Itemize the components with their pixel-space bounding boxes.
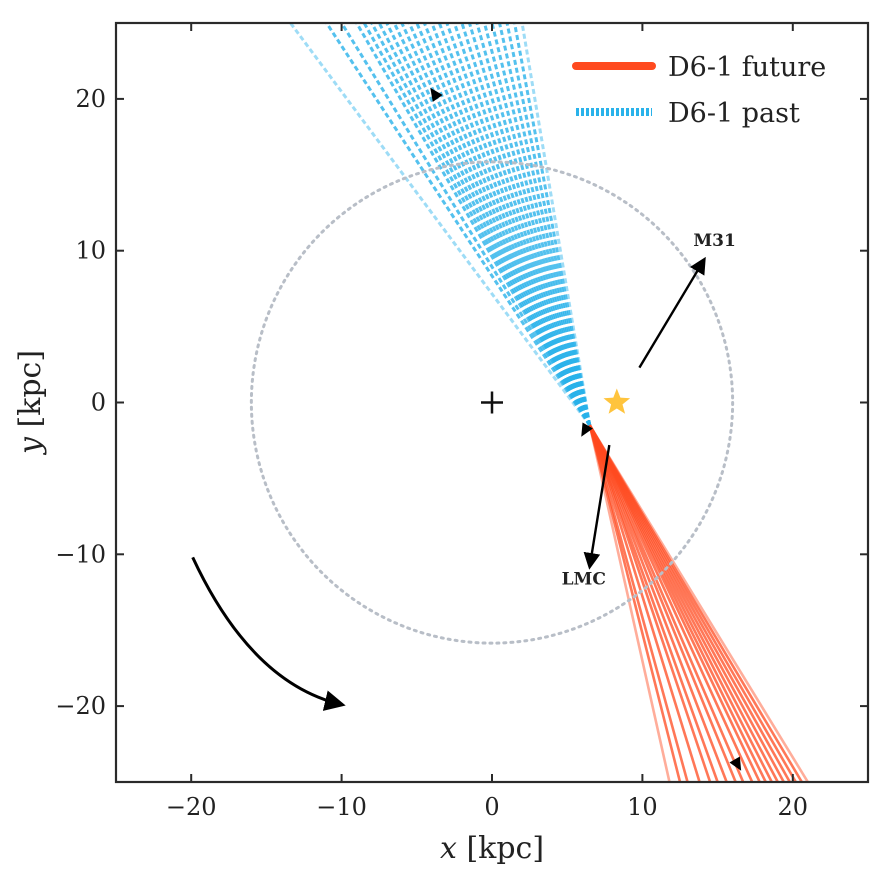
future-orbit-line	[588, 424, 745, 782]
lmc-direction-arrow	[583, 444, 611, 570]
past-orbit-line	[289, 23, 591, 427]
past-orbit-line	[475, 23, 592, 426]
past-orbit-line	[460, 23, 592, 426]
x-axis-unit: [kpc]	[466, 831, 544, 866]
axis-ticks: −20 −10 0 10 20 −20 −10 0 10 20	[55, 23, 868, 821]
x-tick-label: 0	[484, 793, 499, 821]
x-tick-label: −10	[316, 793, 367, 821]
x-tick-label: 20	[778, 793, 809, 821]
y-tick-label: −10	[55, 540, 106, 568]
y-axis-label: y [kpc]	[13, 350, 48, 456]
past-orbit-line	[325, 23, 592, 427]
annotation-layer	[191, 256, 706, 711]
past-orbit-line	[452, 23, 592, 426]
y-axis-unit: [kpc]	[13, 350, 48, 428]
past-orbit-line	[520, 23, 592, 426]
rotation-direction-arrow	[191, 556, 346, 711]
y-axis-variable: y	[13, 436, 48, 456]
future-orbit-lines	[588, 424, 809, 782]
legend-future-label: D6-1 future	[668, 52, 826, 83]
y-tick-label: 0	[91, 389, 106, 417]
past-direction-marker	[430, 87, 443, 102]
legend: D6-1 future D6-1 past	[572, 52, 826, 129]
future-orbit-line	[588, 424, 728, 782]
past-orbit-line	[445, 23, 592, 426]
future-orbit-line	[588, 424, 803, 782]
y-tick-label: −20	[55, 692, 106, 720]
reference-circle	[249, 160, 735, 645]
galactic-center-marker	[481, 391, 503, 414]
past-orbit-line	[505, 23, 592, 426]
y-tick-label: 20	[75, 85, 106, 113]
past-orbit-lines	[289, 23, 592, 427]
past-orbit-line	[340, 23, 592, 427]
y-tick-label: 10	[75, 237, 106, 265]
x-axis-variable: x	[440, 831, 457, 866]
past-orbit-line	[483, 23, 592, 426]
x-tick-label: 10	[627, 793, 658, 821]
legend-past-label: D6-1 past	[668, 98, 800, 129]
x-axis-label: x [kpc]	[440, 831, 544, 866]
future-orbit-line	[588, 424, 809, 782]
past-orbit-line	[513, 23, 592, 426]
present-direction-marker	[581, 422, 593, 437]
future-orbit-line	[588, 424, 719, 782]
past-orbit-line	[468, 23, 592, 426]
x-tick-label: −20	[166, 793, 217, 821]
future-orbit-line	[588, 424, 689, 782]
past-orbit-line	[355, 23, 592, 427]
sun-star-marker	[603, 388, 631, 414]
plot-markers	[430, 87, 742, 771]
future-orbit-line	[588, 424, 701, 782]
m31-label: M31	[693, 231, 735, 251]
future-direction-marker	[729, 756, 742, 771]
lmc-label: LMC	[562, 570, 606, 590]
m31-direction-arrow	[638, 256, 706, 369]
